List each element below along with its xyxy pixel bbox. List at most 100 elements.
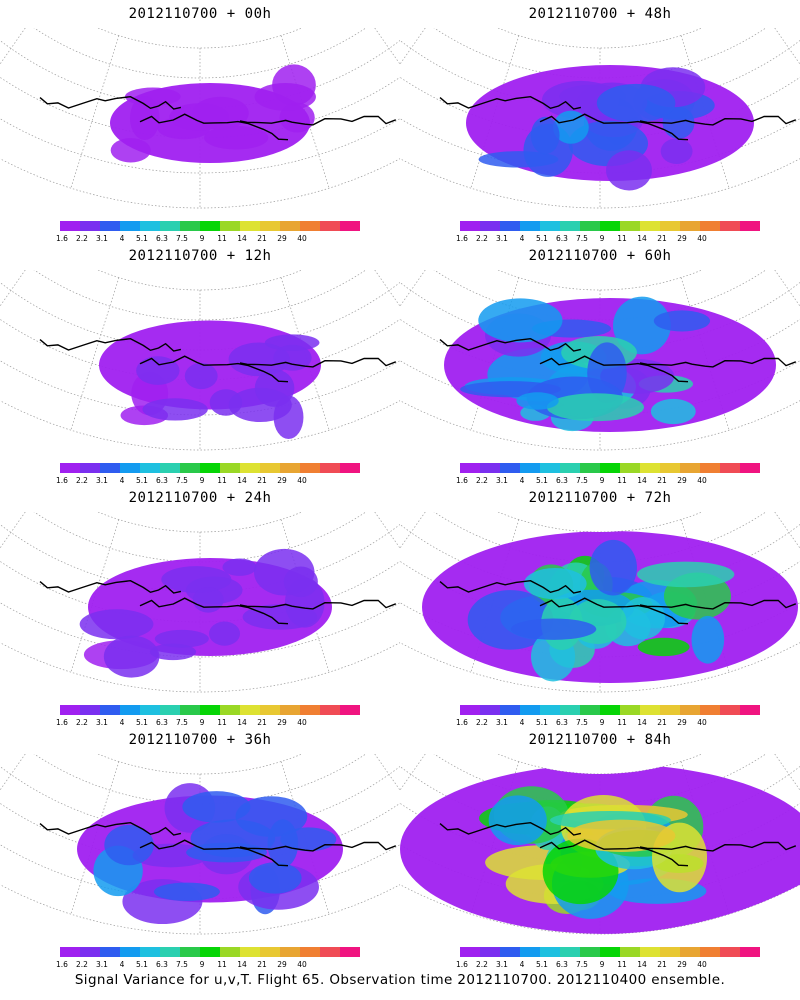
colorbar-swatch [600, 705, 620, 715]
colorbar-tick-label: 40 [297, 476, 307, 485]
colorbar-tick-label: 1.6 [456, 234, 468, 243]
colorbar-swatch [700, 221, 720, 231]
colorbar-tick-label: 7.5 [576, 476, 588, 485]
colorbar [60, 463, 360, 475]
figure-caption: Signal Variance for u,v,T. Flight 65. Ob… [74, 972, 726, 988]
colorbar-swatch [580, 705, 600, 715]
colorbar-tick-label: 4 [519, 476, 525, 485]
colorbar-tick-label: 14 [237, 718, 247, 727]
colorbar-swatch [60, 221, 80, 231]
colorbar-swatch [280, 947, 300, 957]
colorbar-swatch [620, 463, 640, 473]
coastline [39, 579, 397, 625]
colorbar-tick-label: 9 [199, 960, 205, 969]
coastline [439, 579, 797, 625]
panel-title: 2012110700 + 84h [528, 732, 672, 748]
colorbar-swatch [120, 221, 140, 231]
colorbar-tick-label: 3.1 [496, 718, 508, 727]
panel-title: 2012110700 + 00h [128, 6, 272, 22]
colorbar-swatch [520, 947, 540, 957]
map-panel: 2012110700 + 12h 1.6 2.2 3.1 4 5.1 6.3 7.5 9 11 14… [0, 242, 400, 487]
colorbar-swatch [660, 947, 680, 957]
colorbar-ticks: 1.6 2.2 3.1 4 5.1 6.3 7.5 9 11 14 21 29 40 [56, 476, 360, 486]
coastline [39, 95, 397, 141]
colorbar-tick-label: 5.1 [536, 960, 548, 969]
colorbar-swatch [500, 705, 520, 715]
colorbar-swatch [620, 221, 640, 231]
coastline [439, 337, 797, 383]
colorbar-swatch [220, 463, 240, 473]
colorbar-tick-label: 21 [657, 234, 667, 243]
polar-map [0, 28, 400, 209]
colorbar [60, 221, 360, 233]
colorbar-tick-label: 21 [657, 718, 667, 727]
colorbar-ticks: 1.6 2.2 3.1 4 5.1 6.3 7.5 9 11 14 21 29 40 [456, 960, 760, 970]
colorbar-tick-label: 29 [677, 960, 687, 969]
colorbar-tick-label: 5.1 [536, 718, 548, 727]
colorbar-swatch [180, 463, 200, 473]
colorbar-swatch [560, 463, 580, 473]
colorbar-swatch [300, 947, 320, 957]
colorbar-swatch [660, 221, 680, 231]
colorbar-swatch [80, 947, 100, 957]
colorbar-swatch [700, 463, 720, 473]
colorbar-swatch [720, 705, 740, 715]
colorbar-swatch [580, 221, 600, 231]
colorbar-swatch [580, 947, 600, 957]
colorbar-tick-label: 4 [519, 718, 525, 727]
colorbar-swatch [240, 221, 260, 231]
colorbar-swatch [720, 463, 740, 473]
colorbar-swatch [120, 463, 140, 473]
colorbar-swatch [680, 705, 700, 715]
variance-field [110, 64, 316, 163]
colorbar-swatch [60, 463, 80, 473]
colorbar-tick-label: 1.6 [56, 718, 68, 727]
colorbar-tick-label: 6.3 [556, 476, 568, 485]
colorbar-swatch [160, 221, 180, 231]
colorbar-swatch [280, 221, 300, 231]
colorbar-swatch [320, 221, 340, 231]
colorbar-tick-label: 21 [257, 234, 267, 243]
colorbar-swatch [560, 221, 580, 231]
colorbar-tick-label: 29 [677, 718, 687, 727]
colorbar-swatch [500, 221, 520, 231]
colorbar-tick-label: 1.6 [56, 234, 68, 243]
variance-field [400, 764, 800, 934]
colorbar-tick-label: 3.1 [496, 960, 508, 969]
polar-map [0, 754, 400, 935]
colorbar-tick-label: 14 [637, 718, 647, 727]
colorbar-swatch [620, 947, 640, 957]
colorbar-tick-label: 3.1 [96, 718, 108, 727]
colorbar-tick-label: 6.3 [556, 960, 568, 969]
colorbar-swatch [700, 947, 720, 957]
colorbar-swatch [540, 947, 560, 957]
colorbar-tick-label: 29 [677, 476, 687, 485]
colorbar-swatch [340, 221, 360, 231]
colorbar-swatch [340, 947, 360, 957]
colorbar-swatch [480, 947, 500, 957]
colorbar-tick-label: 9 [199, 234, 205, 243]
colorbar-swatch [180, 705, 200, 715]
colorbar-swatch [680, 947, 700, 957]
colorbar-swatch [140, 221, 160, 231]
colorbar-tick-label: 1.6 [456, 718, 468, 727]
colorbar-swatch [500, 463, 520, 473]
colorbar-swatch [240, 463, 260, 473]
colorbar-tick-label: 5.1 [536, 234, 548, 243]
colorbar-tick-label: 4 [519, 960, 525, 969]
colorbar-swatch [300, 463, 320, 473]
colorbar-swatch [640, 463, 660, 473]
colorbar-tick-label: 2.2 [76, 476, 88, 485]
colorbar-tick-label: 4 [119, 234, 125, 243]
colorbar-swatch [260, 221, 280, 231]
colorbar-tick-label: 5.1 [136, 234, 148, 243]
colorbar-tick-label: 6.3 [556, 234, 568, 243]
colorbar-swatch [80, 221, 100, 231]
colorbar-swatch [340, 463, 360, 473]
colorbar-tick-label: 40 [297, 234, 307, 243]
colorbar-swatch [220, 947, 240, 957]
colorbar-swatch [480, 463, 500, 473]
colorbar-swatch [680, 463, 700, 473]
colorbar-swatch [140, 463, 160, 473]
polar-map [0, 512, 400, 693]
